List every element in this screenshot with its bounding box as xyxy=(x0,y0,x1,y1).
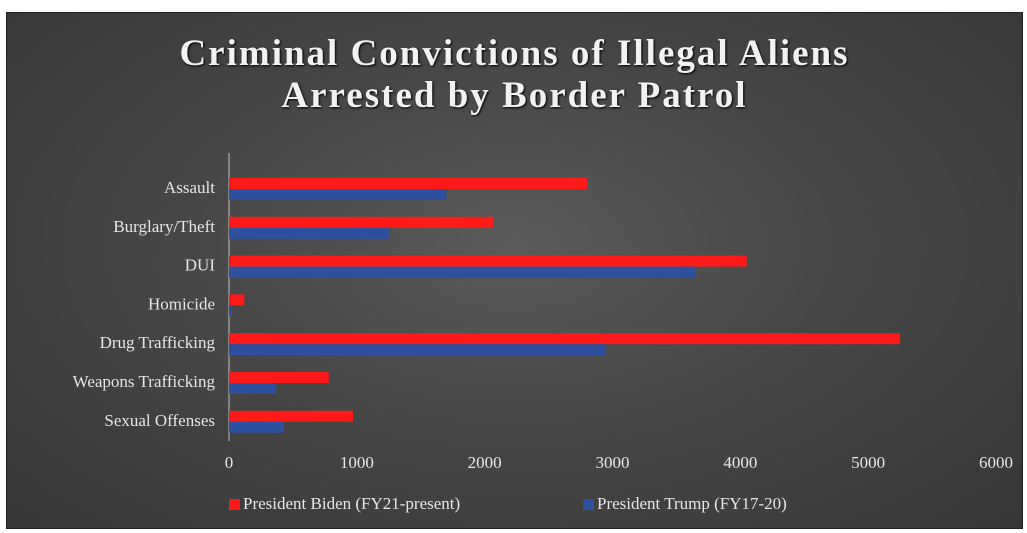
bar-biden xyxy=(229,216,494,228)
chart-title: Criminal Convictions of Illegal Aliens A… xyxy=(7,33,1022,117)
bar-trump xyxy=(229,227,389,239)
bar-trump xyxy=(229,421,284,433)
category-label: Weapons Trafficking xyxy=(73,372,216,391)
x-tick-label: 6000 xyxy=(979,453,1013,472)
bar-biden xyxy=(229,410,353,422)
chart-title-line-1: Criminal Convictions of Illegal Aliens xyxy=(179,33,850,74)
x-tick-label: 5000 xyxy=(851,453,885,472)
x-tick-label: 3000 xyxy=(596,453,630,472)
bar-trump xyxy=(229,189,447,200)
legend-label: President Biden (FY21-present) xyxy=(243,494,460,513)
legend-swatch xyxy=(583,499,594,510)
bar-biden xyxy=(229,372,329,383)
bar-trump xyxy=(229,383,277,394)
bar-biden xyxy=(229,178,587,189)
category-label: Homicide xyxy=(148,294,215,313)
legend-label: President Trump (FY17-20) xyxy=(597,494,787,513)
category-label: DUI xyxy=(185,256,216,275)
category-label: Burglary/Theft xyxy=(113,217,215,236)
bar-trump xyxy=(229,344,607,356)
category-label: Drug Trafficking xyxy=(100,333,216,352)
chart-frame: Criminal Convictions of Illegal Aliens A… xyxy=(6,12,1023,529)
bar-biden xyxy=(229,333,901,345)
chart-title-line-2: Arrested by Border Patrol xyxy=(281,75,748,116)
bar-chart: Assault Burglary/Theft DUI Homicide Drug Tra… xyxy=(73,153,1013,513)
bar-trump xyxy=(229,305,232,317)
category-label: Sexual Offenses xyxy=(104,411,215,430)
category-label: Assault xyxy=(164,178,215,197)
x-tick-label: 2000 xyxy=(468,453,502,472)
x-tick-label: 4000 xyxy=(723,453,757,472)
x-tick-label: 0 xyxy=(225,453,234,472)
bar-biden xyxy=(229,255,747,267)
bar-biden xyxy=(229,294,245,306)
legend-swatch xyxy=(229,499,240,510)
x-tick-label: 1000 xyxy=(340,453,374,472)
bar-trump xyxy=(229,266,696,278)
